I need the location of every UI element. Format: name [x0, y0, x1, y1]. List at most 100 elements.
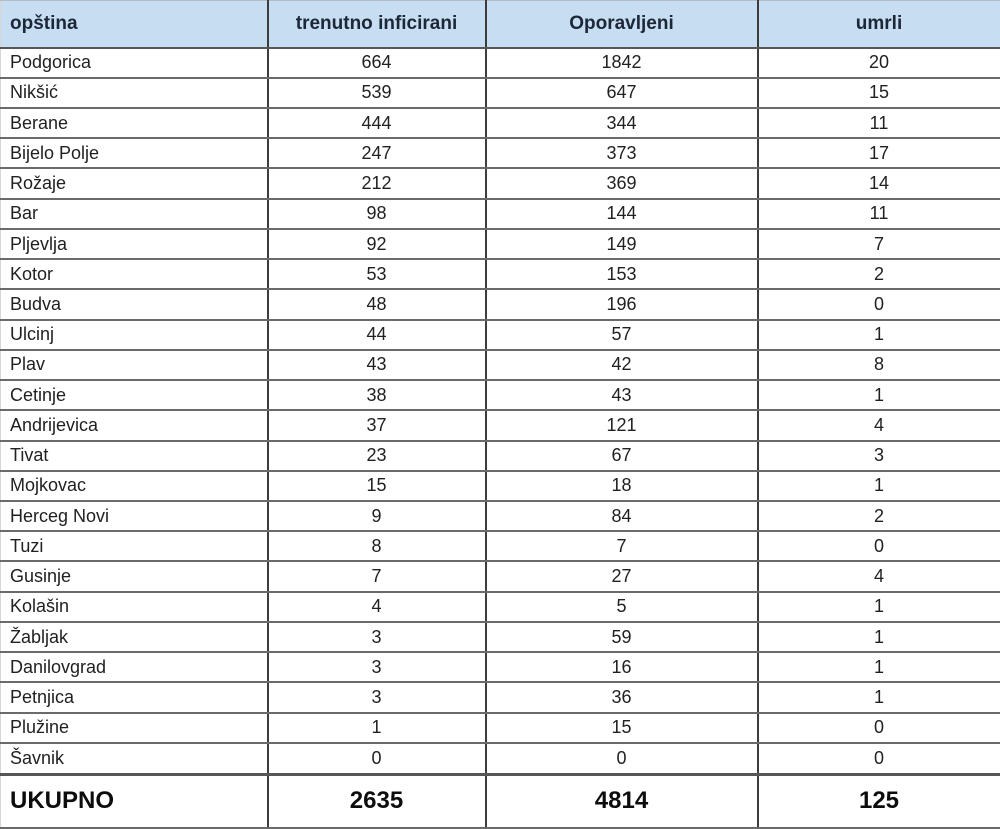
- cell-currently-infected: 37: [266, 409, 486, 442]
- cell-municipality: Danilovgrad: [0, 651, 268, 684]
- cell-recovered: 196: [484, 288, 758, 321]
- cell-recovered: 369: [484, 167, 758, 200]
- total-deaths: 125: [756, 772, 1000, 829]
- cell-currently-infected: 247: [266, 137, 486, 170]
- table-row: Petnjica 3 36 1: [0, 681, 1000, 714]
- cell-recovered: 1842: [484, 46, 758, 79]
- cell-currently-infected: 7: [266, 560, 486, 593]
- cell-deaths: 14: [756, 167, 1000, 200]
- table-row: Budva 48 196 0: [0, 288, 1000, 321]
- cell-municipality: Andrijevica: [0, 409, 268, 442]
- cell-recovered: 15: [484, 711, 758, 744]
- cell-deaths: 1: [756, 379, 1000, 412]
- cell-deaths: 4: [756, 409, 1000, 442]
- cell-recovered: 59: [484, 620, 758, 654]
- cell-currently-infected: 539: [266, 76, 486, 109]
- table-row: Šavnik 0 0 0: [0, 741, 1000, 776]
- cell-municipality: Herceg Novi: [0, 500, 268, 533]
- cell-deaths: 1: [756, 651, 1000, 684]
- cell-deaths: 1: [756, 469, 1000, 503]
- cell-currently-infected: 664: [266, 46, 486, 79]
- cell-municipality: Šavnik: [0, 741, 268, 776]
- cell-municipality: Petnjica: [0, 681, 268, 714]
- column-header-deaths: umrli: [756, 0, 1000, 49]
- cell-municipality: Nikšić: [0, 76, 268, 109]
- cell-currently-infected: 1: [266, 711, 486, 744]
- cell-recovered: 373: [484, 137, 758, 170]
- table-row: Ulcinj 44 57 1: [0, 318, 1000, 351]
- table-row: Plav 43 42 8: [0, 348, 1000, 382]
- cell-recovered: 5: [484, 590, 758, 623]
- table-row: Mojkovac 15 18 1: [0, 469, 1000, 503]
- cell-deaths: 2: [756, 500, 1000, 533]
- total-label: UKUPNO: [0, 772, 268, 829]
- cell-currently-infected: 53: [266, 258, 486, 291]
- table-row: Danilovgrad 3 16 1: [0, 651, 1000, 684]
- table-row: Kotor 53 153 2: [0, 258, 1000, 291]
- cell-municipality: Kotor: [0, 258, 268, 291]
- total-recovered: 4814: [484, 772, 758, 829]
- cell-deaths: 17: [756, 137, 1000, 170]
- total-row: UKUPNO 2635 4814 125: [0, 772, 1000, 829]
- cell-recovered: 121: [484, 409, 758, 442]
- table-row: Bijelo Polje 247 373 17: [0, 137, 1000, 170]
- cell-municipality: Žabljak: [0, 620, 268, 654]
- cell-currently-infected: 9: [266, 500, 486, 533]
- cell-deaths: 20: [756, 46, 1000, 79]
- cell-deaths: 7: [756, 227, 1000, 261]
- table-row: Gusinje 7 27 4: [0, 560, 1000, 593]
- cell-recovered: 0: [484, 741, 758, 776]
- cell-recovered: 57: [484, 318, 758, 351]
- cell-recovered: 27: [484, 560, 758, 593]
- cell-currently-infected: 98: [266, 197, 486, 230]
- table-row: Tuzi 8 7 0: [0, 530, 1000, 563]
- table-footer: UKUPNO 2635 4814 125: [0, 772, 1000, 829]
- column-header-recovered: Oporavljeni: [484, 0, 758, 49]
- table-row: Kolašin 4 5 1: [0, 590, 1000, 623]
- cell-recovered: 42: [484, 348, 758, 382]
- cell-deaths: 0: [756, 288, 1000, 321]
- cell-recovered: 18: [484, 469, 758, 503]
- cell-currently-infected: 444: [266, 106, 486, 140]
- cell-deaths: 0: [756, 711, 1000, 744]
- table-row: Bar 98 144 11: [0, 197, 1000, 230]
- header-row: opština trenutno inficirani Oporavljeni …: [0, 0, 1000, 49]
- cell-currently-infected: 0: [266, 741, 486, 776]
- cell-recovered: 344: [484, 106, 758, 140]
- cell-municipality: Rožaje: [0, 167, 268, 200]
- cell-currently-infected: 3: [266, 651, 486, 684]
- cell-recovered: 36: [484, 681, 758, 714]
- cell-municipality: Cetinje: [0, 379, 268, 412]
- cell-municipality: Gusinje: [0, 560, 268, 593]
- cell-deaths: 11: [756, 197, 1000, 230]
- cell-recovered: 647: [484, 76, 758, 109]
- cell-municipality: Bar: [0, 197, 268, 230]
- cell-currently-infected: 23: [266, 439, 486, 472]
- cell-currently-infected: 3: [266, 681, 486, 714]
- cell-deaths: 4: [756, 560, 1000, 593]
- cell-currently-infected: 15: [266, 469, 486, 503]
- cell-deaths: 3: [756, 439, 1000, 472]
- cell-municipality: Plav: [0, 348, 268, 382]
- cell-currently-infected: 43: [266, 348, 486, 382]
- table-row: Rožaje 212 369 14: [0, 167, 1000, 200]
- cell-recovered: 67: [484, 439, 758, 472]
- cell-municipality: Tuzi: [0, 530, 268, 563]
- table-body: Podgorica 664 1842 20 Nikšić 539 647 15 Berane 44…: [0, 46, 1000, 776]
- cell-deaths: 1: [756, 681, 1000, 714]
- table-row: Herceg Novi 9 84 2: [0, 500, 1000, 533]
- cell-currently-infected: 3: [266, 620, 486, 654]
- cell-currently-infected: 212: [266, 167, 486, 200]
- cell-deaths: 8: [756, 348, 1000, 382]
- cell-recovered: 84: [484, 500, 758, 533]
- table-row: Nikšić 539 647 15: [0, 76, 1000, 109]
- cell-currently-infected: 4: [266, 590, 486, 623]
- cell-deaths: 0: [756, 741, 1000, 776]
- column-header-currently-infected: trenutno inficirani: [266, 0, 486, 49]
- table-row: Plužine 1 15 0: [0, 711, 1000, 744]
- cell-municipality: Berane: [0, 106, 268, 140]
- cell-municipality: Budva: [0, 288, 268, 321]
- cell-deaths: 15: [756, 76, 1000, 109]
- table-row: Žabljak 3 59 1: [0, 620, 1000, 654]
